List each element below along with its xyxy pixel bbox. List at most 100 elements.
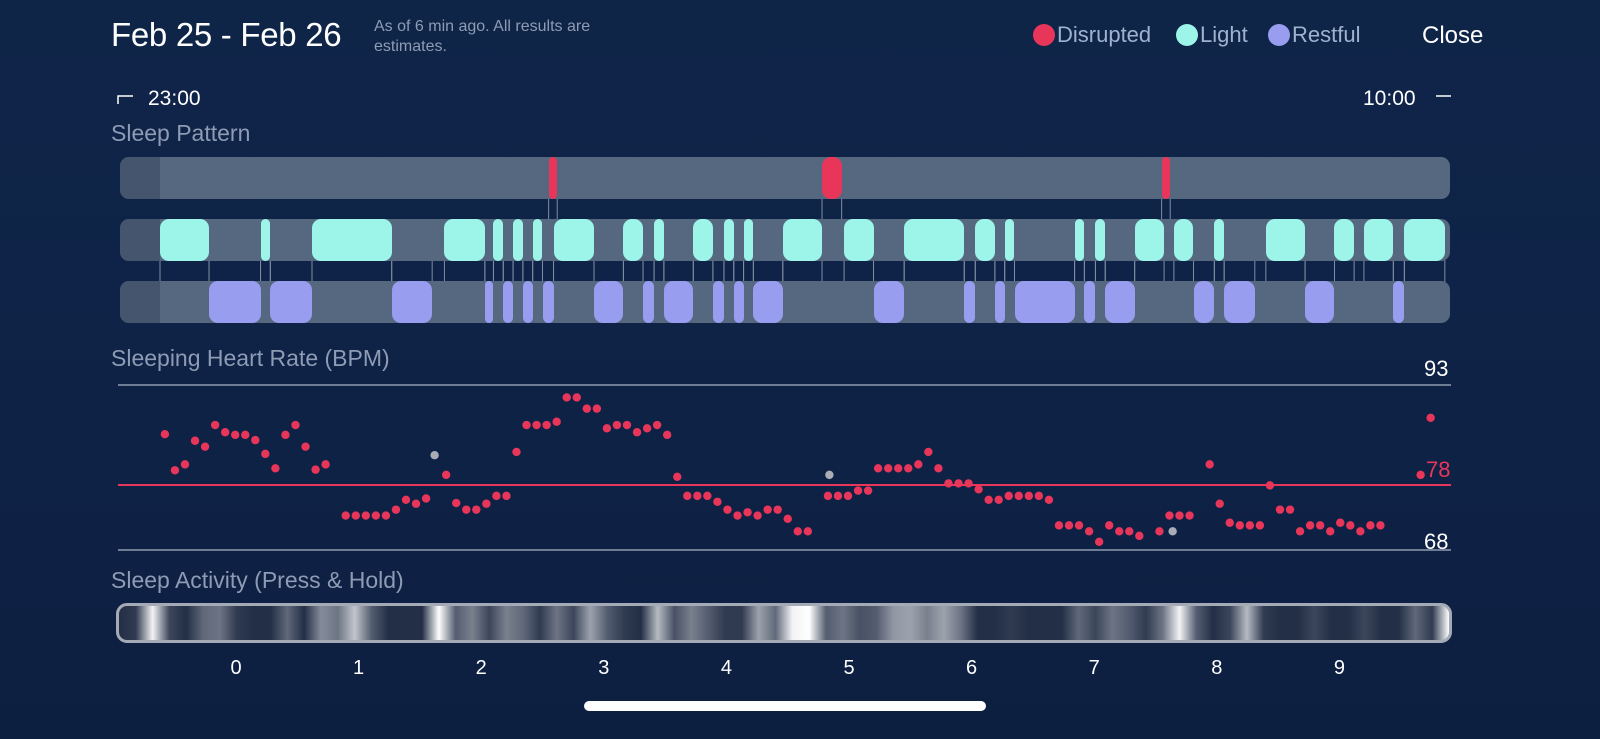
as-of-note: As of 6 min ago. All results are estimat…	[374, 18, 591, 55]
restful-segment	[522, 281, 533, 323]
hr-point	[401, 495, 411, 504]
start-time: 23:00	[148, 87, 201, 110]
legend-light: Light	[1176, 22, 1248, 48]
light-segment	[1074, 219, 1085, 261]
legend-label-disrupted: Disrupted	[1057, 22, 1152, 47]
restful-segment	[391, 281, 433, 323]
hr-point	[1054, 521, 1064, 530]
hr-point	[1326, 527, 1335, 536]
hr-point	[562, 393, 571, 402]
hr-point	[823, 491, 833, 501]
restful-segment	[1393, 281, 1405, 323]
hr-point	[833, 491, 843, 501]
hr-point	[1215, 499, 1224, 508]
restful-track[interactable]	[120, 281, 1450, 323]
restful-segment	[643, 281, 655, 323]
disrupted-segment	[822, 157, 842, 199]
hr-point	[1175, 511, 1184, 520]
hr-point	[602, 424, 612, 433]
hr-point	[683, 491, 692, 501]
hr-point	[582, 404, 592, 413]
hr-point	[301, 442, 310, 451]
light-segment	[1214, 219, 1225, 261]
hr-point	[984, 495, 993, 504]
hr-point	[1165, 511, 1174, 520]
hr-point	[1416, 470, 1425, 480]
restful-segment	[542, 281, 554, 323]
hr-point	[1034, 491, 1044, 501]
hr-point	[924, 447, 933, 457]
hr-point	[753, 511, 762, 520]
home-indicator[interactable]	[584, 701, 986, 711]
light-segment	[975, 219, 995, 261]
hr-point	[1305, 521, 1315, 530]
hr-point-gray	[430, 450, 439, 460]
hr-point	[1135, 531, 1144, 541]
hr-point	[652, 420, 662, 430]
hr-point	[411, 499, 421, 508]
close-button[interactable]: Close	[1422, 22, 1484, 49]
hr-point	[723, 505, 732, 514]
hr-point	[662, 430, 672, 440]
light-segment	[623, 219, 644, 261]
hr-point	[994, 495, 1003, 504]
hr-point	[391, 505, 401, 514]
hr-point	[954, 479, 963, 488]
hr-point	[190, 436, 200, 445]
hr-point	[361, 511, 371, 520]
light-segment	[693, 219, 713, 261]
hr-point	[642, 424, 652, 433]
light-dot	[1176, 24, 1198, 46]
hr-point	[592, 404, 602, 413]
disrupted-track[interactable]	[120, 157, 1450, 199]
light-segment	[1334, 219, 1355, 261]
hr-point	[532, 420, 541, 430]
disrupted-segment	[1161, 157, 1171, 199]
hr-point	[773, 505, 782, 514]
x-axis-tick: 3	[598, 657, 610, 679]
light-track[interactable]	[120, 219, 1450, 261]
hr-point	[492, 491, 501, 501]
hr-point	[1205, 460, 1214, 469]
hr-point	[1235, 521, 1244, 530]
light-segment	[743, 219, 754, 261]
hr-max-line	[118, 384, 1451, 386]
hr-point	[1004, 491, 1013, 501]
light-segment	[723, 219, 734, 261]
hr-point	[572, 393, 581, 402]
sleep-pattern-title: Sleep Pattern	[111, 120, 251, 146]
restful-segment	[270, 281, 312, 323]
light-segment	[654, 219, 664, 261]
hr-point	[1094, 537, 1104, 546]
hr-point	[552, 417, 561, 426]
hr-point	[1295, 527, 1305, 536]
hr-point	[341, 511, 350, 520]
sleep-activity-title: Sleep Activity (Press & Hold)	[111, 567, 404, 593]
hr-point	[321, 460, 330, 469]
end-time: 10:00	[1363, 87, 1416, 110]
hr-point	[853, 486, 863, 495]
end-bracket-icon	[1436, 95, 1451, 97]
hr-avg-label: 78	[1426, 457, 1451, 482]
hr-point	[1125, 527, 1134, 536]
hr-point	[291, 420, 300, 430]
light-segment	[1173, 219, 1194, 261]
hr-point	[271, 464, 280, 473]
hr-point	[180, 460, 190, 469]
restful-segment	[994, 281, 1005, 323]
hr-point	[944, 479, 953, 488]
restful-segment	[873, 281, 905, 323]
hr-point	[281, 430, 290, 440]
restful-segment	[1014, 281, 1075, 323]
restful-dot	[1268, 24, 1290, 46]
restful-segment	[484, 281, 494, 323]
restful-segment	[1105, 281, 1135, 323]
hr-point	[542, 420, 551, 430]
x-axis-tick: 5	[843, 657, 855, 679]
restful-segment	[1193, 281, 1215, 323]
hr-point	[883, 464, 893, 473]
hr-point	[803, 527, 813, 536]
hr-point	[703, 491, 712, 501]
x-axis-tick: 4	[720, 657, 732, 679]
sleep-activity-bar[interactable]	[116, 603, 1452, 643]
